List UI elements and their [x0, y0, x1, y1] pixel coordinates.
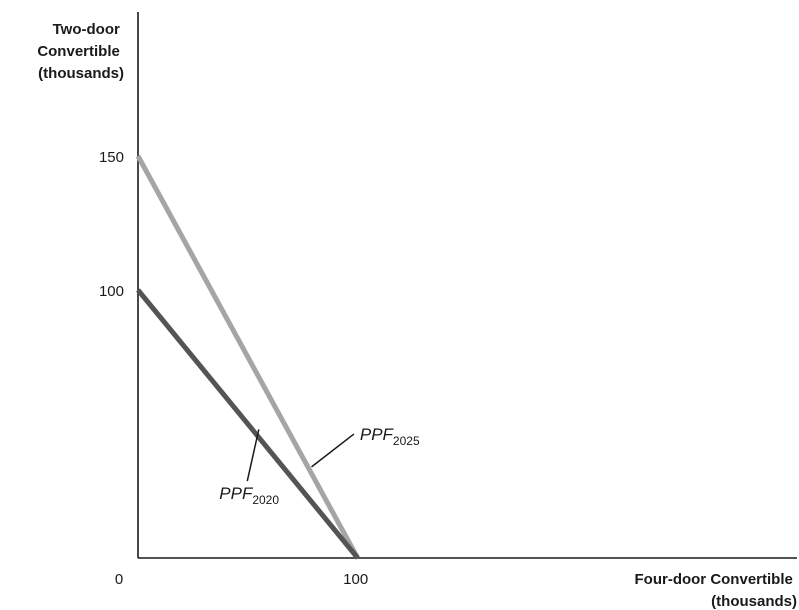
y-tick-label-150: 150 — [99, 149, 124, 166]
x-axis-title: Four-door Convertible (thousands) — [635, 571, 798, 610]
y-axis-title-line-2: Convertible — [37, 43, 120, 60]
origin-label: 0 — [115, 571, 123, 588]
ppf-2025-label-sub: 2025 — [393, 434, 420, 448]
ppf-2020-label: PPF2020 — [219, 484, 279, 507]
ppf-2025-label-name: PPF — [360, 425, 395, 444]
axes — [137, 12, 797, 559]
ppf-2025-label: PPF2025 — [360, 425, 420, 448]
x-axis-title-line-1: Four-door Convertible — [635, 571, 793, 588]
x-tick-labels: 100 — [343, 571, 368, 588]
x-tick-label-100: 100 — [343, 571, 368, 588]
y-axis-title: Two-door Convertible (thousands) — [37, 21, 124, 82]
y-axis-title-line-1: Two-door — [53, 21, 120, 38]
y-tick-labels: 100 150 — [99, 149, 124, 300]
ppf-2020-leader-line — [246, 429, 260, 482]
ppf-2020-label-sub: 2020 — [252, 493, 279, 507]
ppf-2020-label-name: PPF — [219, 484, 254, 503]
ppf-2020-line — [136, 288, 360, 560]
ppf-2025-line — [135, 154, 360, 560]
series-ppf-2020: PPF2020 — [136, 288, 360, 560]
series-ppf-2025: PPF2025 — [135, 154, 420, 560]
y-tick-label-100: 100 — [99, 283, 124, 300]
ppf-2025-leader-line — [311, 433, 355, 468]
y-axis-title-line-3: (thousands) — [38, 65, 124, 82]
x-axis-title-line-2: (thousands) — [711, 593, 797, 610]
